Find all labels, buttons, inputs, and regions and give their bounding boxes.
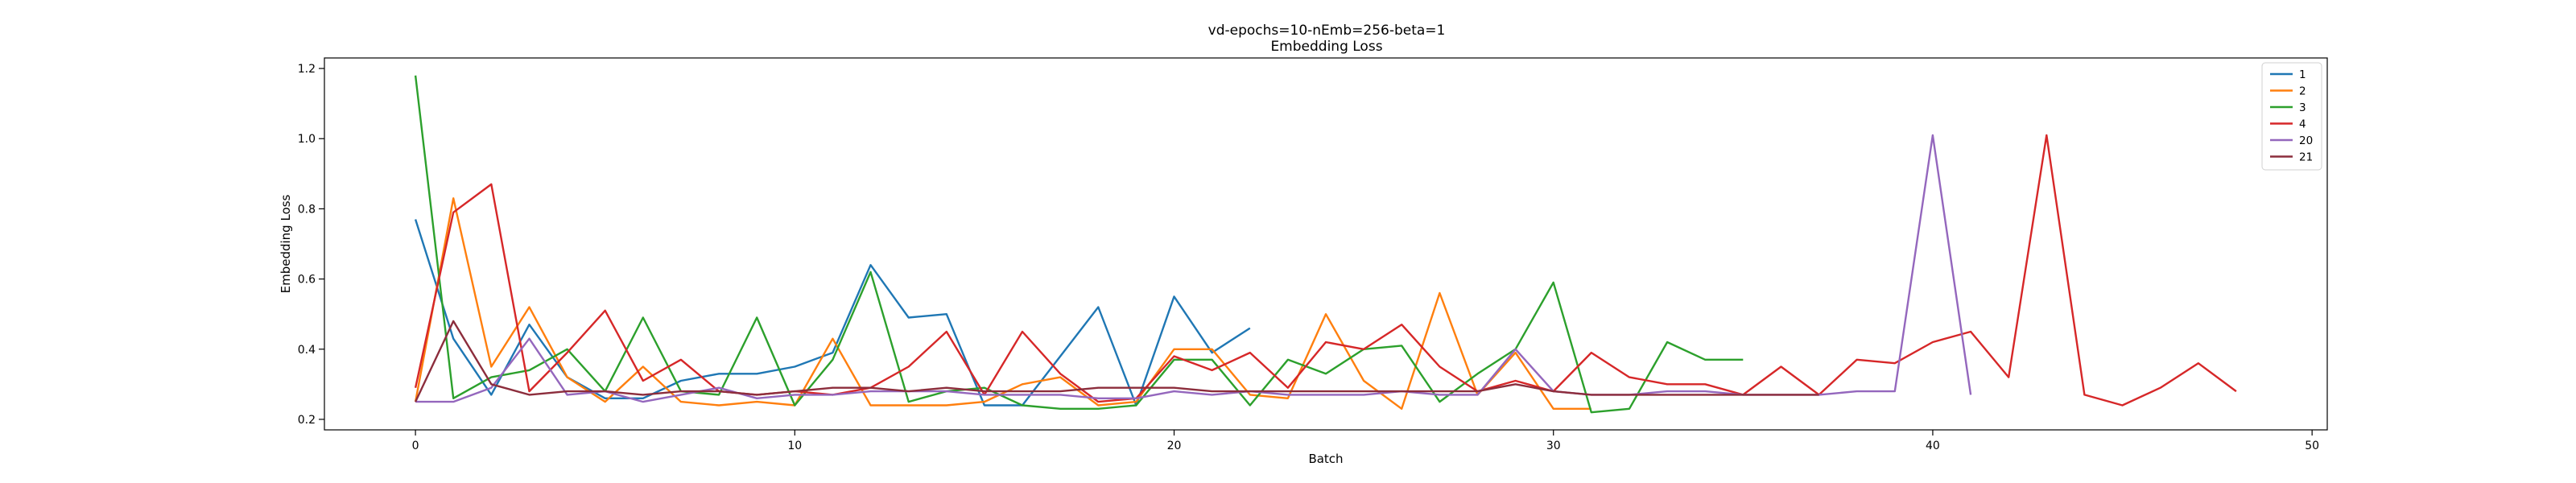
x-tick-label: 10 [787, 440, 802, 452]
series-line-4 [414, 134, 2237, 407]
legend-label-4: 4 [2299, 118, 2306, 131]
y-tick-label: 0.6 [298, 274, 316, 287]
x-tick-label: 40 [1926, 440, 1940, 452]
series-line-20 [415, 134, 1972, 403]
legend-label-3: 3 [2299, 101, 2306, 114]
series-line-3 [414, 75, 1744, 414]
axes-frame [324, 57, 2328, 431]
y-axis-ticks: 0.2 0.4 0.6 0.8 1.0 1.2 [298, 63, 324, 427]
x-axis-label: Batch [1308, 452, 1343, 466]
y-tick-label: 0.2 [298, 414, 316, 427]
legend-label-2: 2 [2299, 85, 2306, 98]
chart-subtitle: Embedding Loss [1270, 39, 1382, 55]
y-axis-label: Embedding Loss [279, 194, 293, 293]
legend-label-1: 1 [2299, 68, 2306, 81]
plot-area [414, 75, 2237, 414]
x-tick-label: 20 [1167, 440, 1182, 452]
y-tick-label: 1.2 [298, 63, 316, 76]
legend-label-20: 20 [2299, 134, 2313, 147]
series-line-2 [414, 197, 1591, 410]
x-axis-ticks: 0 10 20 30 40 50 [412, 430, 2319, 452]
legend-label-21: 21 [2299, 151, 2313, 164]
y-tick-label: 0.4 [298, 344, 316, 357]
chart-title: vd-epochs=10-nEmb=256-beta=1 [1208, 23, 1446, 39]
series-line-1 [414, 219, 1251, 407]
x-tick-label: 30 [1546, 440, 1561, 452]
series-line-21 [415, 320, 1819, 402]
legend: 1 2 3 4 20 21 [2261, 62, 2322, 171]
x-tick-label: 50 [2305, 440, 2319, 452]
y-tick-label: 1.0 [298, 133, 316, 146]
x-tick-label: 0 [412, 440, 419, 452]
legend-box [2261, 62, 2322, 171]
y-tick-label: 0.8 [298, 203, 316, 216]
